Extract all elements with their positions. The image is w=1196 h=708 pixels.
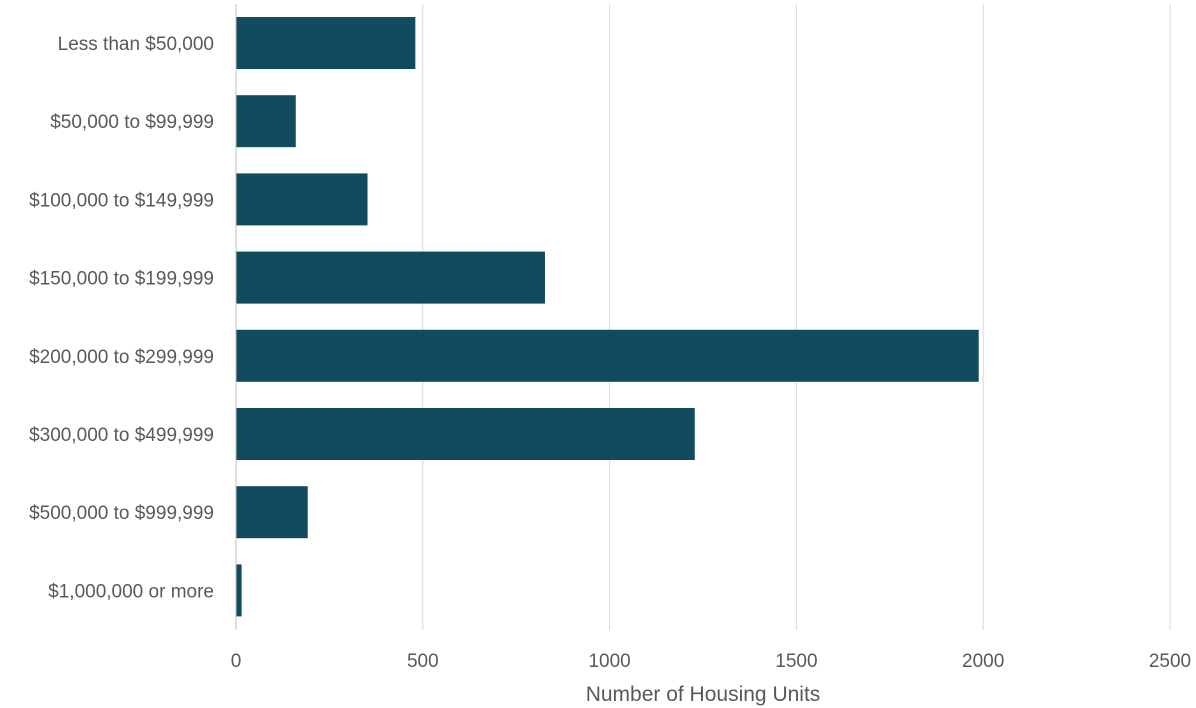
x-tick-label: 0 [231, 651, 242, 672]
category-label: Less than $50,000 [58, 34, 214, 55]
category-label: $150,000 to $199,999 [29, 269, 214, 290]
x-tick-label: 1000 [588, 651, 630, 672]
bar [236, 486, 308, 539]
category-label: $200,000 to $299,999 [29, 347, 214, 368]
category-label: $500,000 to $999,999 [29, 503, 214, 524]
bar [236, 95, 296, 148]
x-axis-title: Number of Housing Units [586, 683, 821, 706]
bars [236, 17, 979, 617]
category-label: $1,000,000 or more [48, 581, 214, 602]
x-tick-label: 2500 [1149, 651, 1191, 672]
x-tick-label: 500 [407, 651, 439, 672]
category-label: $100,000 to $149,999 [29, 190, 214, 211]
category-labels: Less than $50,000 $50,000 to $99,999 $100,… [29, 34, 214, 602]
bar [236, 564, 242, 617]
bar [236, 251, 545, 304]
bar [236, 17, 416, 69]
bar [236, 173, 368, 226]
category-label: $50,000 to $99,999 [50, 112, 214, 133]
x-tick-label: 2000 [962, 651, 1004, 672]
bar [236, 408, 695, 460]
x-tick-label: 1500 [775, 651, 817, 672]
x-tick-labels: 0 500 1000 1500 2000 2500 [231, 651, 1191, 672]
gridlines [422, 4, 1171, 630]
category-label: $300,000 to $499,999 [29, 425, 214, 446]
bar [236, 329, 979, 382]
